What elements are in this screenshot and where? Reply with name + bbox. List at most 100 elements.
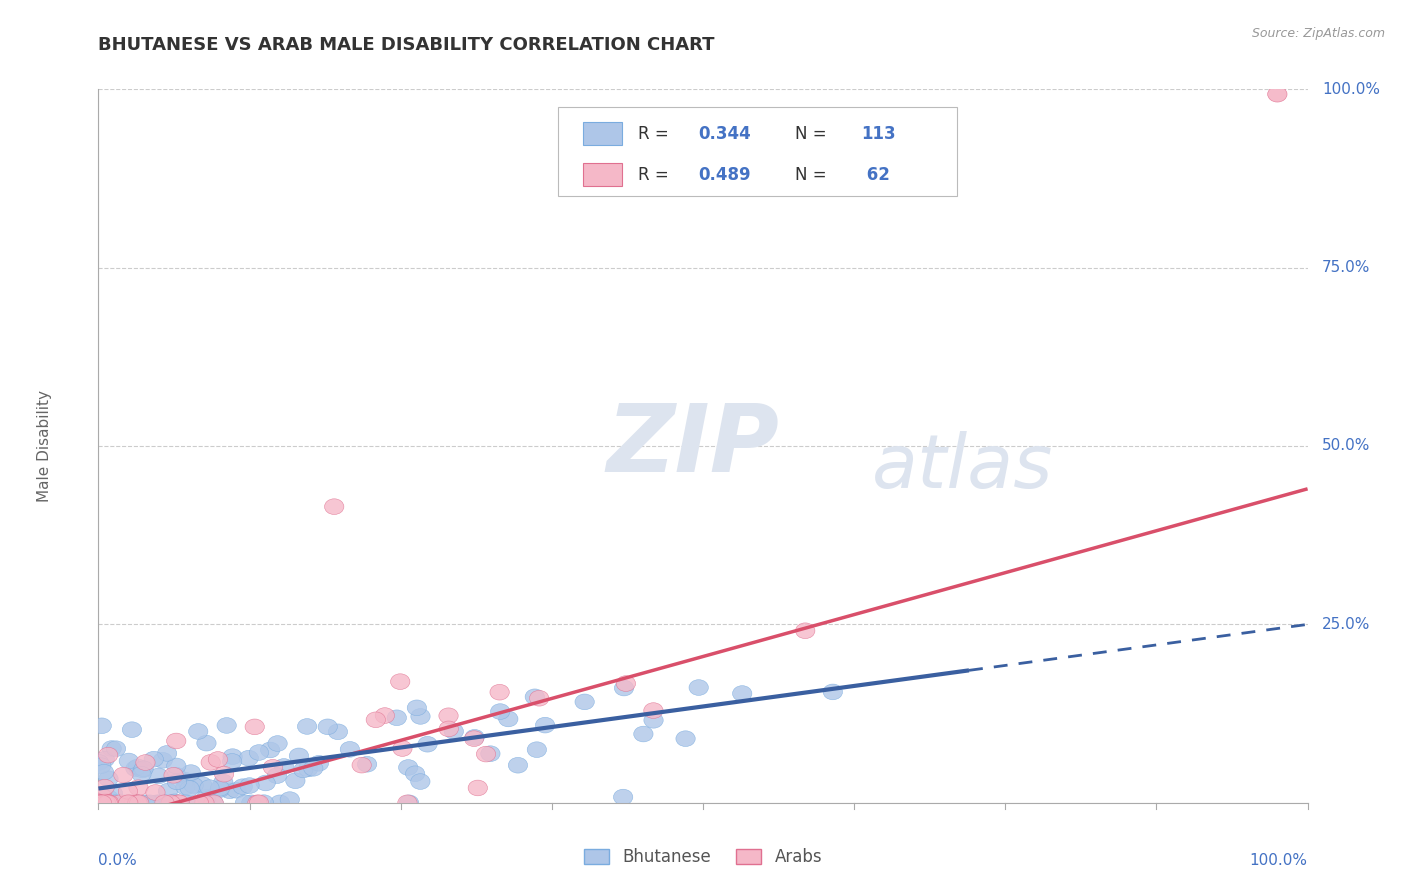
Ellipse shape xyxy=(270,795,290,811)
Text: 50.0%: 50.0% xyxy=(1322,439,1371,453)
Ellipse shape xyxy=(239,750,259,766)
Ellipse shape xyxy=(204,795,224,811)
Ellipse shape xyxy=(90,795,110,811)
Text: 100.0%: 100.0% xyxy=(1322,82,1381,96)
Ellipse shape xyxy=(340,741,360,757)
Ellipse shape xyxy=(328,724,347,739)
Ellipse shape xyxy=(129,795,148,811)
Ellipse shape xyxy=(122,722,142,738)
Ellipse shape xyxy=(125,761,145,776)
Ellipse shape xyxy=(357,756,377,772)
Ellipse shape xyxy=(176,780,195,795)
Ellipse shape xyxy=(575,694,595,710)
Ellipse shape xyxy=(165,794,184,810)
Text: atlas: atlas xyxy=(872,432,1053,503)
Ellipse shape xyxy=(245,719,264,735)
Ellipse shape xyxy=(94,795,114,811)
Ellipse shape xyxy=(398,795,418,811)
Ellipse shape xyxy=(139,795,159,811)
Ellipse shape xyxy=(107,741,125,756)
Ellipse shape xyxy=(165,767,183,783)
Text: N =: N = xyxy=(794,166,832,184)
Text: ZIP: ZIP xyxy=(606,400,779,492)
Ellipse shape xyxy=(254,795,274,811)
Ellipse shape xyxy=(298,719,316,734)
Ellipse shape xyxy=(214,774,233,790)
Ellipse shape xyxy=(96,795,115,811)
Ellipse shape xyxy=(411,708,430,724)
Ellipse shape xyxy=(167,774,187,789)
Ellipse shape xyxy=(464,731,484,747)
Ellipse shape xyxy=(398,760,418,775)
Ellipse shape xyxy=(121,795,141,811)
Ellipse shape xyxy=(128,795,146,811)
Ellipse shape xyxy=(155,795,174,811)
Text: R =: R = xyxy=(638,166,673,184)
Ellipse shape xyxy=(148,795,167,811)
Ellipse shape xyxy=(391,673,411,690)
Ellipse shape xyxy=(93,795,112,811)
Ellipse shape xyxy=(689,680,709,696)
Ellipse shape xyxy=(280,792,299,807)
Ellipse shape xyxy=(98,795,117,811)
Ellipse shape xyxy=(489,684,509,700)
Text: Source: ZipAtlas.com: Source: ZipAtlas.com xyxy=(1251,27,1385,40)
Ellipse shape xyxy=(90,795,110,811)
FancyBboxPatch shape xyxy=(558,107,957,196)
Ellipse shape xyxy=(214,766,233,782)
Ellipse shape xyxy=(204,795,224,811)
Ellipse shape xyxy=(405,766,425,781)
Ellipse shape xyxy=(129,780,148,796)
Ellipse shape xyxy=(197,789,217,805)
Ellipse shape xyxy=(444,723,464,739)
Ellipse shape xyxy=(100,795,118,811)
Ellipse shape xyxy=(129,795,149,811)
Ellipse shape xyxy=(103,740,121,756)
Ellipse shape xyxy=(96,795,115,811)
Ellipse shape xyxy=(128,795,148,811)
Ellipse shape xyxy=(157,746,177,761)
Ellipse shape xyxy=(169,795,188,811)
Legend: Bhutanese, Arabs: Bhutanese, Arabs xyxy=(578,842,828,873)
Ellipse shape xyxy=(439,721,458,737)
Ellipse shape xyxy=(375,707,395,723)
Text: 25.0%: 25.0% xyxy=(1322,617,1371,632)
Ellipse shape xyxy=(530,690,548,706)
Ellipse shape xyxy=(190,795,208,811)
Ellipse shape xyxy=(91,758,111,773)
Ellipse shape xyxy=(167,767,186,783)
Ellipse shape xyxy=(90,787,110,803)
Ellipse shape xyxy=(411,773,430,789)
Text: 62: 62 xyxy=(862,166,890,184)
Ellipse shape xyxy=(304,761,323,776)
Ellipse shape xyxy=(176,772,195,789)
Ellipse shape xyxy=(614,681,634,696)
Ellipse shape xyxy=(134,761,153,777)
Ellipse shape xyxy=(235,795,254,811)
Ellipse shape xyxy=(481,746,501,762)
Text: 0.489: 0.489 xyxy=(699,166,751,184)
Text: 113: 113 xyxy=(862,125,896,143)
Ellipse shape xyxy=(135,795,155,811)
Ellipse shape xyxy=(524,689,544,705)
Ellipse shape xyxy=(128,759,148,775)
Ellipse shape xyxy=(166,733,186,748)
Ellipse shape xyxy=(128,795,148,811)
Ellipse shape xyxy=(267,768,287,783)
Ellipse shape xyxy=(162,795,181,811)
Ellipse shape xyxy=(197,735,217,751)
Ellipse shape xyxy=(132,766,150,782)
Ellipse shape xyxy=(143,751,163,767)
Ellipse shape xyxy=(325,499,344,515)
Ellipse shape xyxy=(1268,87,1286,102)
Ellipse shape xyxy=(98,795,118,811)
Ellipse shape xyxy=(89,795,108,811)
Ellipse shape xyxy=(823,684,842,699)
Ellipse shape xyxy=(294,762,314,778)
Ellipse shape xyxy=(100,795,118,811)
Ellipse shape xyxy=(211,780,229,797)
Ellipse shape xyxy=(103,786,122,801)
Ellipse shape xyxy=(118,795,138,811)
Ellipse shape xyxy=(269,736,287,751)
Ellipse shape xyxy=(107,795,127,811)
